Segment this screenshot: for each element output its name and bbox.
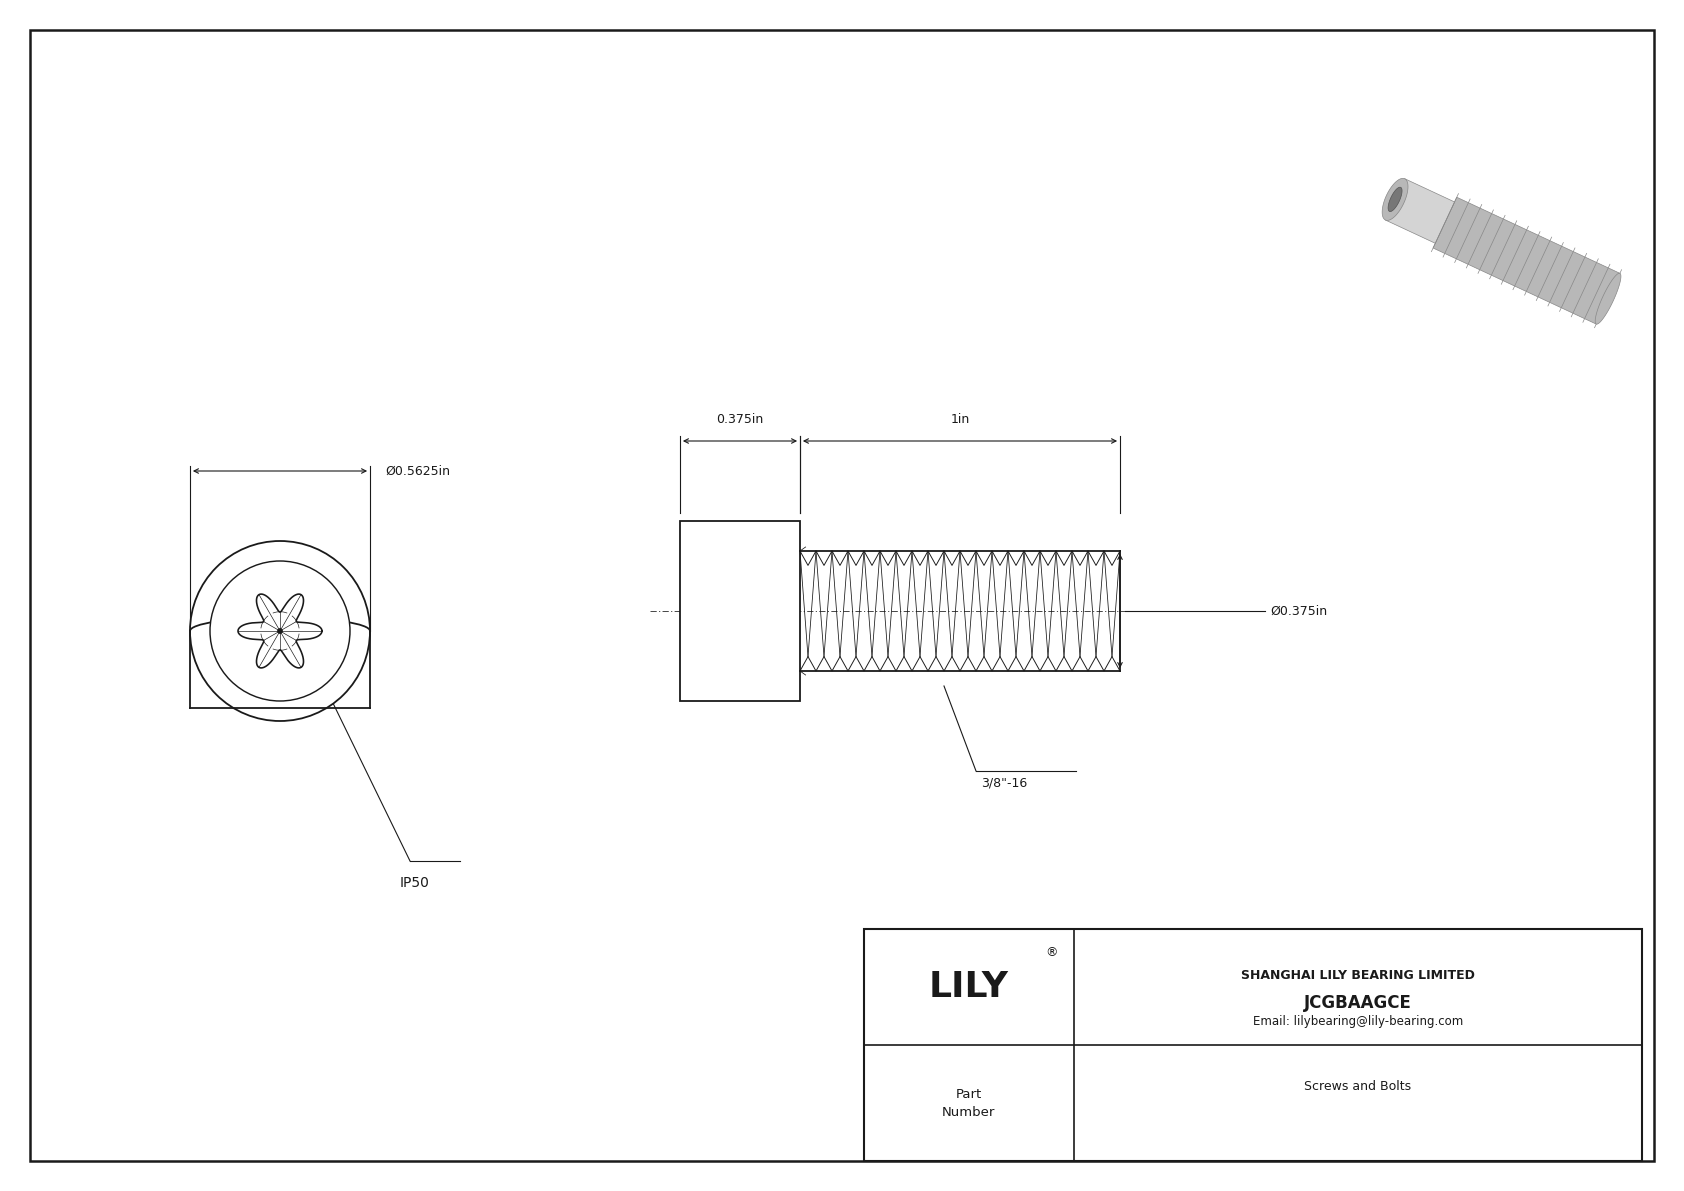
- Text: 1in: 1in: [950, 413, 970, 426]
- Text: 0.375in: 0.375in: [716, 413, 763, 426]
- Text: Screws and Bolts: Screws and Bolts: [1305, 1080, 1411, 1093]
- Text: LILY: LILY: [930, 969, 1009, 1004]
- Polygon shape: [1595, 273, 1622, 324]
- Text: Ø0.375in: Ø0.375in: [1270, 605, 1327, 617]
- Polygon shape: [1383, 179, 1408, 220]
- Text: Ø0.5625in: Ø0.5625in: [386, 464, 450, 478]
- Text: 3/8"-16: 3/8"-16: [982, 777, 1027, 788]
- Text: SHANGHAI LILY BEARING LIMITED: SHANGHAI LILY BEARING LIMITED: [1241, 969, 1475, 981]
- Circle shape: [190, 541, 370, 721]
- Polygon shape: [1433, 198, 1620, 324]
- Polygon shape: [1388, 187, 1403, 212]
- Circle shape: [210, 561, 350, 701]
- Text: ®: ®: [1046, 946, 1058, 959]
- Text: JCGBAAGCE: JCGBAAGCE: [1303, 994, 1411, 1012]
- Text: Email: lilybearing@lily-bearing.com: Email: lilybearing@lily-bearing.com: [1253, 1016, 1463, 1028]
- Text: IP50: IP50: [401, 877, 429, 890]
- Polygon shape: [1386, 179, 1455, 243]
- Bar: [680, 520, 800, 701]
- Polygon shape: [237, 594, 322, 668]
- Text: Part
Number: Part Number: [943, 1087, 995, 1118]
- Circle shape: [278, 629, 283, 634]
- Bar: [864, 929, 1642, 1161]
